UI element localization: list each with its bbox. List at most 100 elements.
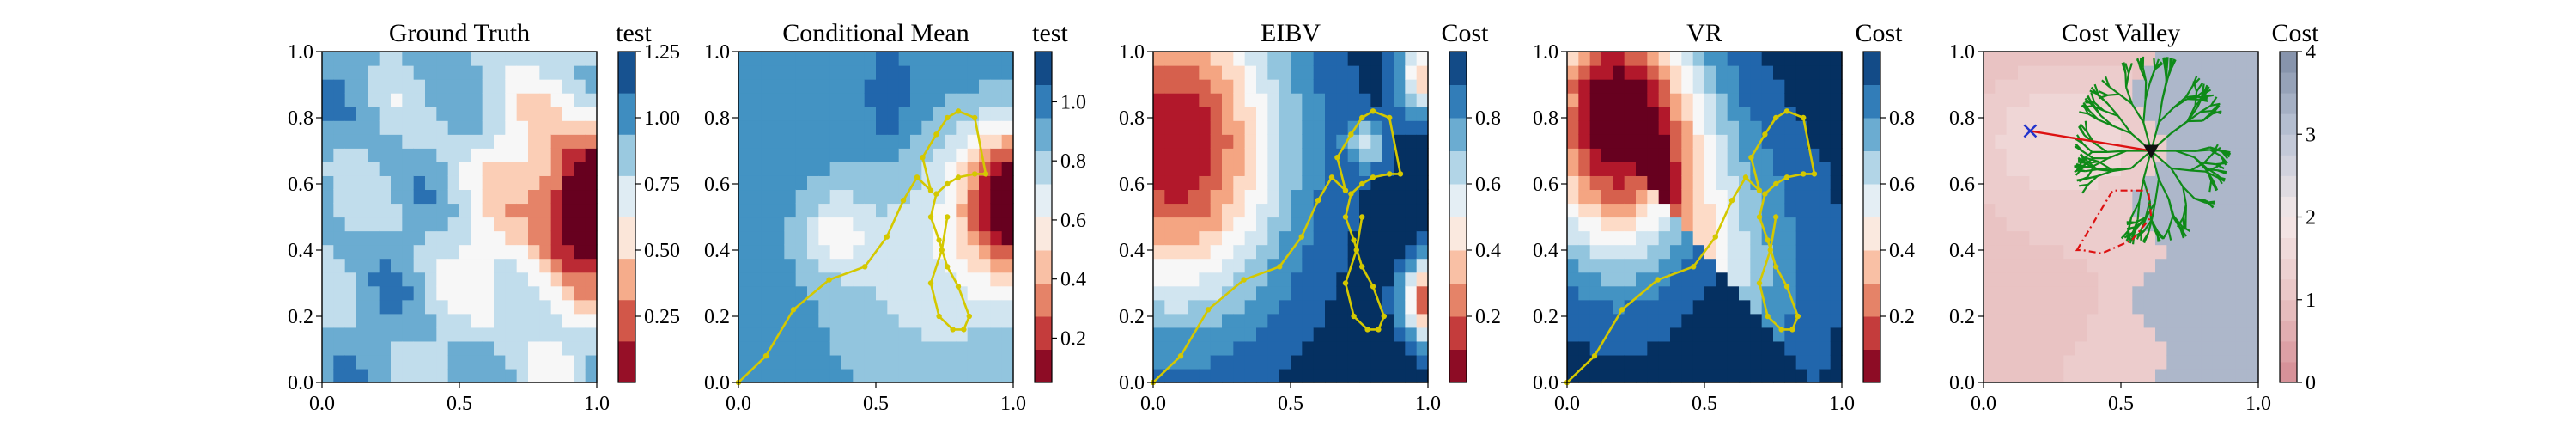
heatmap-cell [1693,231,1705,246]
tree-edge [2186,96,2198,97]
heatmap-cell [2018,162,2030,176]
heatmap-cell [1995,341,2007,356]
heatmap-cell [1359,52,1371,66]
heatmap-cell [876,272,888,287]
heatmap-cell [2007,79,2019,94]
heatmap-cell [562,369,574,383]
heatmap-cell [945,65,957,80]
heatmap-cell [1233,231,1245,246]
heatmap-cell [750,93,762,107]
heatmap-cell [1807,79,1820,94]
heatmap-cell [1417,369,1429,383]
heatmap-cell [1819,272,1831,287]
heatmap-cell [1245,259,1257,273]
heatmap-cell [1995,355,2007,370]
heatmap-cell [1739,107,1751,121]
heatmap-cell [1233,217,1245,232]
heatmap-cell [1762,369,1774,383]
heatmap-cell [436,272,448,287]
heatmap-cell [990,300,1002,315]
heatmap-cell [448,79,460,94]
heatmap-cell [876,148,888,162]
heatmap-cell [345,148,357,162]
heatmap-cell [1002,286,1014,301]
heatmap-cell [1302,314,1314,328]
heatmap-cell [762,52,774,66]
heatmap-cell [1590,314,1602,328]
heatmap-cell [2155,300,2167,315]
heatmap-cell [1245,175,1257,190]
tree-edge [2167,57,2168,68]
colorbar-band [2280,93,2297,114]
heatmap-cell [762,203,774,217]
heatmap-cell [1245,203,1257,217]
heatmap-cell [1267,148,1279,162]
heatmap-cell [1153,162,1165,176]
heatmap-cell [1176,189,1188,204]
heatmap-cell [1153,341,1165,356]
heatmap-cell [1279,134,1291,149]
heatmap-cell [1176,107,1188,121]
path-waypoint [928,188,933,193]
heatmap-cell [1382,231,1394,246]
heatmap-cell [865,65,877,80]
heatmap-cell [1325,65,1337,80]
heatmap-cell [459,107,471,121]
heatmap-cell [1995,314,2007,328]
heatmap-cell [1567,162,1579,176]
heatmap-cell [505,259,517,273]
heatmap-cell [1659,65,1671,80]
heatmap-cell [1233,65,1245,80]
heatmap-cell [586,148,598,162]
heatmap-cell [1807,107,1820,121]
heatmap-cell [1625,189,1637,204]
heatmap-cell [1728,93,1740,107]
heatmap-cell [1807,52,1820,66]
heatmap-cell [2041,93,2053,107]
heatmap-cell [1256,341,1268,356]
heatmap-cell [2213,286,2225,301]
colorbar-band [1035,284,1052,317]
heatmap-cell [1291,162,1303,176]
heatmap-cell [1762,79,1774,94]
heatmap-cell [459,327,471,342]
colorbar-band [618,341,635,383]
heatmap-cell [402,355,414,370]
heatmap-cell [2075,52,2087,66]
heatmap-cell [1601,65,1613,80]
heatmap-cell [586,355,598,370]
heatmap-cell [2201,369,2213,383]
heatmap-cell [1601,52,1613,66]
heatmap-cell [773,65,785,80]
heatmap-cell [1279,175,1291,190]
heatmap-cell [1647,231,1659,246]
heatmap-cell [2063,217,2075,232]
heatmap-cell [551,259,563,273]
path-waypoint [884,234,890,239]
heatmap-cell [1750,300,1762,315]
heatmap-cell [2029,148,2041,162]
heatmap-cell [968,245,980,260]
heatmap-cell [368,175,380,190]
heatmap-cell [345,245,357,260]
heatmap-cell [1567,259,1579,273]
heatmap-cell [2041,148,2053,162]
heatmap-cell [762,259,774,273]
heatmap-cell [425,259,437,273]
heatmap-cell [1590,52,1602,66]
y-tick-label: 0.8 [1949,107,1975,130]
x-tick-label: 1.0 [2245,393,2271,415]
heatmap-cell [1807,203,1820,217]
heatmap-cell [1984,203,1996,217]
heatmap-cell [899,231,911,246]
heatmap-cell [1370,217,1382,232]
heatmap-cell [1739,369,1751,383]
heatmap-cell [1164,79,1176,94]
colorbar-tick-label: 0.6 [1889,174,1915,196]
heatmap-cell [1659,314,1671,328]
heatmap-cell [1647,355,1659,370]
heatmap-cell [945,314,957,328]
heatmap-cell [1267,355,1279,370]
heatmap-cell [1819,189,1831,204]
heatmap-cell [494,341,506,356]
